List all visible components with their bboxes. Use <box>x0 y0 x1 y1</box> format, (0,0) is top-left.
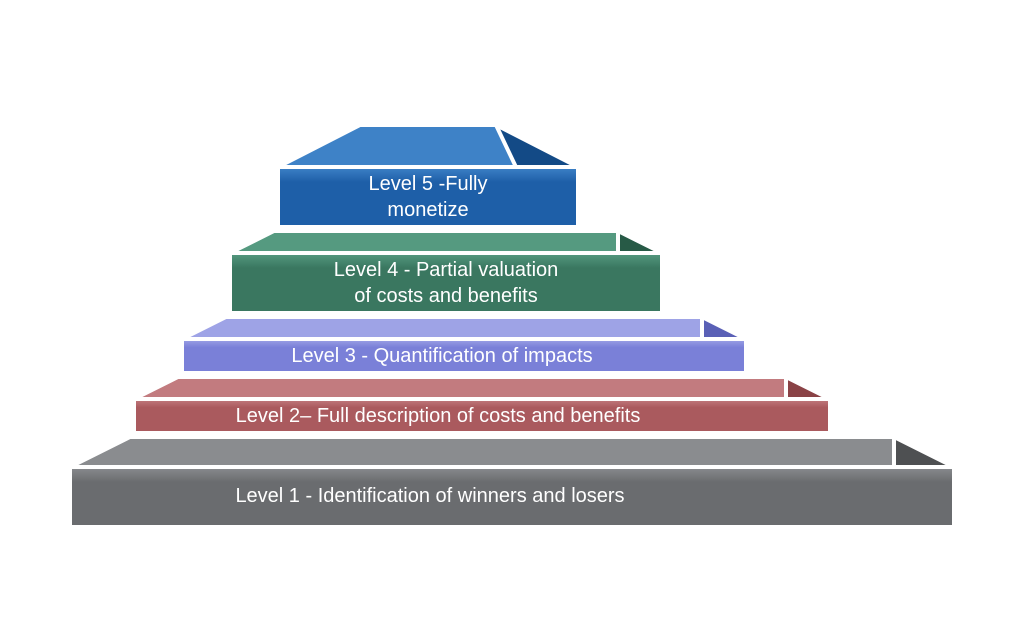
level3-label: Level 3 - Quantification of impacts <box>291 345 592 367</box>
level2-top <box>134 377 830 399</box>
level2-label: Level 2– Full description of costs and b… <box>236 405 641 427</box>
level1-label: Level 1 - Identification of winners and … <box>235 485 624 507</box>
level1-top <box>70 437 954 467</box>
level4-top <box>230 231 662 253</box>
pyramid-diagram: Level 1 - Identification of winners and … <box>0 0 1024 617</box>
level3-top <box>182 317 746 339</box>
